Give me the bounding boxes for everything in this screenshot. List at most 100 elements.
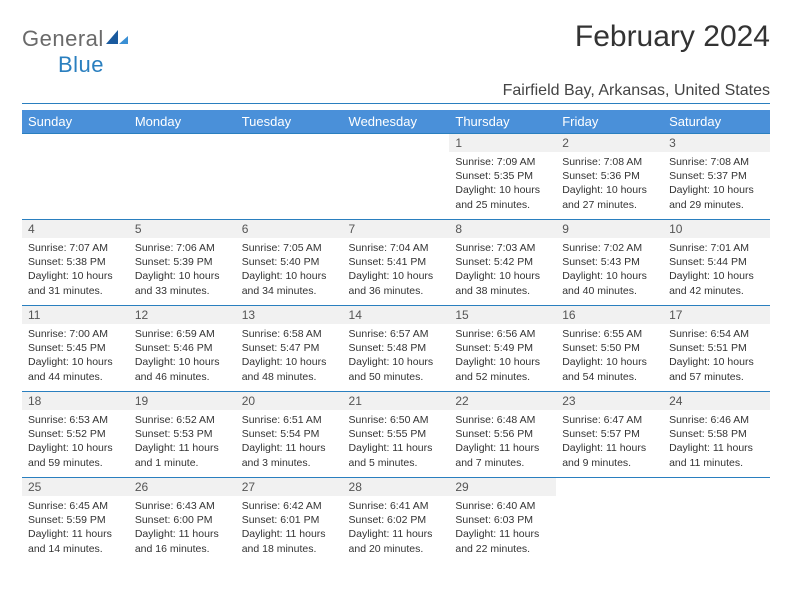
calendar-day-cell: 8Sunrise: 7:03 AMSunset: 5:42 PMDaylight…: [449, 220, 556, 306]
calendar-day-cell: 22Sunrise: 6:48 AMSunset: 5:56 PMDayligh…: [449, 392, 556, 478]
day-data: Sunrise: 7:07 AMSunset: 5:38 PMDaylight:…: [22, 238, 129, 300]
location-text: Fairfield Bay, Arkansas, United States: [22, 82, 770, 104]
day-number: 23: [556, 392, 663, 410]
day-data: Sunrise: 7:08 AMSunset: 5:36 PMDaylight:…: [556, 152, 663, 214]
weekday-header: Tuesday: [236, 110, 343, 134]
day-number: 25: [22, 478, 129, 496]
weekday-header: Thursday: [449, 110, 556, 134]
calendar-table: SundayMondayTuesdayWednesdayThursdayFrid…: [22, 110, 770, 564]
weekday-header: Wednesday: [343, 110, 450, 134]
day-data: Sunrise: 7:03 AMSunset: 5:42 PMDaylight:…: [449, 238, 556, 300]
day-data: Sunrise: 6:50 AMSunset: 5:55 PMDaylight:…: [343, 410, 450, 472]
calendar-day-cell: 26Sunrise: 6:43 AMSunset: 6:00 PMDayligh…: [129, 478, 236, 564]
calendar-day-cell: 15Sunrise: 6:56 AMSunset: 5:49 PMDayligh…: [449, 306, 556, 392]
day-data: Sunrise: 7:08 AMSunset: 5:37 PMDaylight:…: [663, 152, 770, 214]
day-number: 15: [449, 306, 556, 324]
day-number: 4: [22, 220, 129, 238]
calendar-empty-cell: [343, 134, 450, 220]
calendar-day-cell: 28Sunrise: 6:41 AMSunset: 6:02 PMDayligh…: [343, 478, 450, 564]
calendar-day-cell: 3Sunrise: 7:08 AMSunset: 5:37 PMDaylight…: [663, 134, 770, 220]
calendar-day-cell: 12Sunrise: 6:59 AMSunset: 5:46 PMDayligh…: [129, 306, 236, 392]
calendar-day-cell: 5Sunrise: 7:06 AMSunset: 5:39 PMDaylight…: [129, 220, 236, 306]
day-data: Sunrise: 6:56 AMSunset: 5:49 PMDaylight:…: [449, 324, 556, 386]
day-data: Sunrise: 7:00 AMSunset: 5:45 PMDaylight:…: [22, 324, 129, 386]
day-number: 5: [129, 220, 236, 238]
day-number: 26: [129, 478, 236, 496]
weekday-header: Monday: [129, 110, 236, 134]
calendar-day-cell: 11Sunrise: 7:00 AMSunset: 5:45 PMDayligh…: [22, 306, 129, 392]
calendar-day-cell: 10Sunrise: 7:01 AMSunset: 5:44 PMDayligh…: [663, 220, 770, 306]
day-data: Sunrise: 6:59 AMSunset: 5:46 PMDaylight:…: [129, 324, 236, 386]
logo-sail-icon: [104, 26, 130, 44]
calendar-day-cell: 17Sunrise: 6:54 AMSunset: 5:51 PMDayligh…: [663, 306, 770, 392]
calendar-week-row: 25Sunrise: 6:45 AMSunset: 5:59 PMDayligh…: [22, 478, 770, 564]
title-block: February 2024: [575, 20, 770, 56]
day-number: 2: [556, 134, 663, 152]
calendar-empty-cell: [556, 478, 663, 564]
day-data: Sunrise: 6:52 AMSunset: 5:53 PMDaylight:…: [129, 410, 236, 472]
day-number: 29: [449, 478, 556, 496]
day-number: 8: [449, 220, 556, 238]
day-data: Sunrise: 7:04 AMSunset: 5:41 PMDaylight:…: [343, 238, 450, 300]
day-data: Sunrise: 7:06 AMSunset: 5:39 PMDaylight:…: [129, 238, 236, 300]
day-data: Sunrise: 7:09 AMSunset: 5:35 PMDaylight:…: [449, 152, 556, 214]
day-number: 20: [236, 392, 343, 410]
calendar-week-row: 18Sunrise: 6:53 AMSunset: 5:52 PMDayligh…: [22, 392, 770, 478]
day-data: Sunrise: 6:42 AMSunset: 6:01 PMDaylight:…: [236, 496, 343, 558]
day-data: Sunrise: 6:51 AMSunset: 5:54 PMDaylight:…: [236, 410, 343, 472]
day-data: Sunrise: 6:45 AMSunset: 5:59 PMDaylight:…: [22, 496, 129, 558]
day-data: Sunrise: 6:43 AMSunset: 6:00 PMDaylight:…: [129, 496, 236, 558]
calendar-empty-cell: [22, 134, 129, 220]
day-number: 7: [343, 220, 450, 238]
calendar-day-cell: 29Sunrise: 6:40 AMSunset: 6:03 PMDayligh…: [449, 478, 556, 564]
logo-text-2: Blue: [58, 52, 104, 77]
weekday-header: Sunday: [22, 110, 129, 134]
calendar-day-cell: 18Sunrise: 6:53 AMSunset: 5:52 PMDayligh…: [22, 392, 129, 478]
day-number: 3: [663, 134, 770, 152]
calendar-day-cell: 9Sunrise: 7:02 AMSunset: 5:43 PMDaylight…: [556, 220, 663, 306]
day-number: 13: [236, 306, 343, 324]
calendar-day-cell: 7Sunrise: 7:04 AMSunset: 5:41 PMDaylight…: [343, 220, 450, 306]
day-number: 6: [236, 220, 343, 238]
calendar-day-cell: 13Sunrise: 6:58 AMSunset: 5:47 PMDayligh…: [236, 306, 343, 392]
calendar-day-cell: 2Sunrise: 7:08 AMSunset: 5:36 PMDaylight…: [556, 134, 663, 220]
day-number: 14: [343, 306, 450, 324]
day-number: 11: [22, 306, 129, 324]
calendar-day-cell: 23Sunrise: 6:47 AMSunset: 5:57 PMDayligh…: [556, 392, 663, 478]
day-number: 16: [556, 306, 663, 324]
day-data: Sunrise: 6:54 AMSunset: 5:51 PMDaylight:…: [663, 324, 770, 386]
location-row: Fairfield Bay, Arkansas, United States: [22, 82, 770, 104]
logo-text-1: General: [22, 26, 104, 51]
day-number: 10: [663, 220, 770, 238]
calendar-day-cell: 16Sunrise: 6:55 AMSunset: 5:50 PMDayligh…: [556, 306, 663, 392]
calendar-day-cell: 14Sunrise: 6:57 AMSunset: 5:48 PMDayligh…: [343, 306, 450, 392]
calendar-empty-cell: [663, 478, 770, 564]
calendar-day-cell: 24Sunrise: 6:46 AMSunset: 5:58 PMDayligh…: [663, 392, 770, 478]
calendar-day-cell: 20Sunrise: 6:51 AMSunset: 5:54 PMDayligh…: [236, 392, 343, 478]
weekday-header: Friday: [556, 110, 663, 134]
day-number: 9: [556, 220, 663, 238]
day-number: 18: [22, 392, 129, 410]
day-number: 17: [663, 306, 770, 324]
calendar-empty-cell: [236, 134, 343, 220]
calendar-day-cell: 27Sunrise: 6:42 AMSunset: 6:01 PMDayligh…: [236, 478, 343, 564]
day-data: Sunrise: 7:02 AMSunset: 5:43 PMDaylight:…: [556, 238, 663, 300]
day-number: 22: [449, 392, 556, 410]
calendar-head: SundayMondayTuesdayWednesdayThursdayFrid…: [22, 110, 770, 134]
calendar-day-cell: 6Sunrise: 7:05 AMSunset: 5:40 PMDaylight…: [236, 220, 343, 306]
day-data: Sunrise: 6:47 AMSunset: 5:57 PMDaylight:…: [556, 410, 663, 472]
day-data: Sunrise: 6:58 AMSunset: 5:47 PMDaylight:…: [236, 324, 343, 386]
day-data: Sunrise: 6:57 AMSunset: 5:48 PMDaylight:…: [343, 324, 450, 386]
day-number: 27: [236, 478, 343, 496]
header: General Blue February 2024: [22, 20, 770, 78]
day-number: 19: [129, 392, 236, 410]
calendar-week-row: 1Sunrise: 7:09 AMSunset: 5:35 PMDaylight…: [22, 134, 770, 220]
day-data: Sunrise: 7:01 AMSunset: 5:44 PMDaylight:…: [663, 238, 770, 300]
day-data: Sunrise: 6:41 AMSunset: 6:02 PMDaylight:…: [343, 496, 450, 558]
day-number: 28: [343, 478, 450, 496]
day-data: Sunrise: 6:40 AMSunset: 6:03 PMDaylight:…: [449, 496, 556, 558]
day-data: Sunrise: 6:53 AMSunset: 5:52 PMDaylight:…: [22, 410, 129, 472]
calendar-day-cell: 1Sunrise: 7:09 AMSunset: 5:35 PMDaylight…: [449, 134, 556, 220]
calendar-week-row: 4Sunrise: 7:07 AMSunset: 5:38 PMDaylight…: [22, 220, 770, 306]
day-data: Sunrise: 6:55 AMSunset: 5:50 PMDaylight:…: [556, 324, 663, 386]
